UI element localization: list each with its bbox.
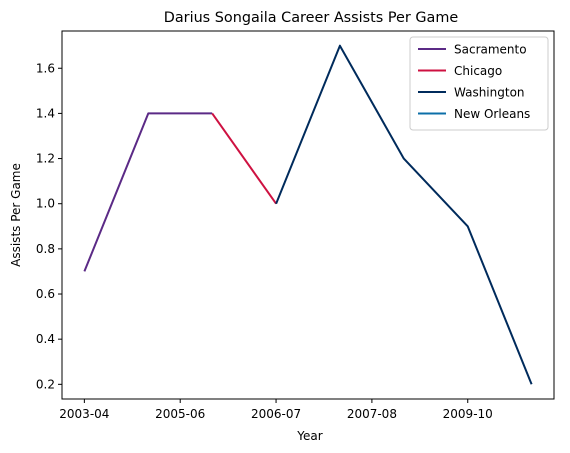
x-axis: 2003-04 2005-06 2006-07 2007-08 2009-10 bbox=[59, 399, 493, 421]
chart-title: Darius Songaila Career Assists Per Game bbox=[164, 10, 459, 26]
y-tick-label: 1.0 bbox=[36, 197, 55, 211]
legend-label: Sacramento bbox=[454, 43, 527, 57]
series-line-sacramento bbox=[83, 112, 213, 272]
legend-label: Chicago bbox=[454, 64, 502, 78]
x-tick-label: 2007-08 bbox=[347, 407, 397, 421]
y-tick-label: 1.2 bbox=[36, 152, 55, 166]
y-tick-label: 0.2 bbox=[36, 377, 55, 391]
series-layer bbox=[83, 44, 533, 385]
y-tick-label: 1.6 bbox=[36, 61, 55, 75]
y-tick-label: 0.6 bbox=[36, 287, 55, 301]
legend: Sacramento Chicago Washington New Orleans bbox=[409, 36, 549, 131]
y-tick-label: 0.8 bbox=[36, 242, 55, 256]
y-axis-label: Assists Per Game bbox=[9, 163, 23, 267]
x-tick-label: 2003-04 bbox=[59, 407, 109, 421]
x-tick-label: 2009-10 bbox=[443, 407, 493, 421]
y-tick-label: 0.4 bbox=[36, 332, 55, 346]
legend-box bbox=[409, 36, 549, 131]
plot-area bbox=[61, 30, 555, 400]
x-tick-label: 2005-06 bbox=[155, 407, 205, 421]
series-line-chicago bbox=[211, 112, 277, 205]
x-axis-label: Year bbox=[296, 429, 322, 443]
series-line-washington bbox=[275, 44, 533, 385]
plot-frame bbox=[61, 30, 555, 400]
x-tick-label: 2006-07 bbox=[251, 407, 301, 421]
y-axis: 0.2 0.4 0.6 0.8 1.0 1.2 1.4 1.6 bbox=[36, 61, 62, 391]
legend-label: Washington bbox=[454, 86, 525, 100]
legend-label: New Orleans bbox=[454, 107, 530, 121]
y-tick-label: 1.4 bbox=[36, 106, 55, 120]
